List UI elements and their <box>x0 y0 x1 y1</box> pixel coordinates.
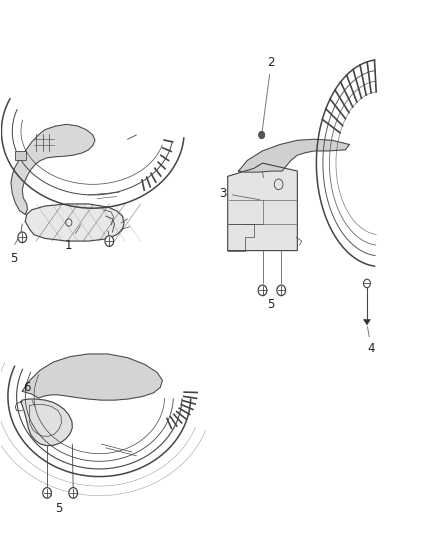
Circle shape <box>105 236 114 246</box>
Polygon shape <box>21 399 72 446</box>
Text: 3: 3 <box>220 187 260 200</box>
Polygon shape <box>25 204 124 241</box>
Polygon shape <box>22 354 162 400</box>
Text: 2: 2 <box>262 56 275 132</box>
Circle shape <box>43 488 51 498</box>
Circle shape <box>69 488 78 498</box>
Text: 4: 4 <box>367 327 375 355</box>
Circle shape <box>18 232 27 243</box>
Circle shape <box>258 131 265 139</box>
FancyBboxPatch shape <box>15 151 26 160</box>
Polygon shape <box>228 163 297 251</box>
Text: 1: 1 <box>65 225 81 252</box>
Text: 5: 5 <box>10 252 17 265</box>
Circle shape <box>364 279 371 288</box>
Polygon shape <box>364 319 371 325</box>
Text: 5: 5 <box>267 298 274 311</box>
Polygon shape <box>11 124 95 215</box>
Text: 5: 5 <box>56 503 63 515</box>
Polygon shape <box>239 139 350 172</box>
Circle shape <box>258 285 267 296</box>
Circle shape <box>277 285 286 296</box>
Text: 6: 6 <box>23 381 35 407</box>
